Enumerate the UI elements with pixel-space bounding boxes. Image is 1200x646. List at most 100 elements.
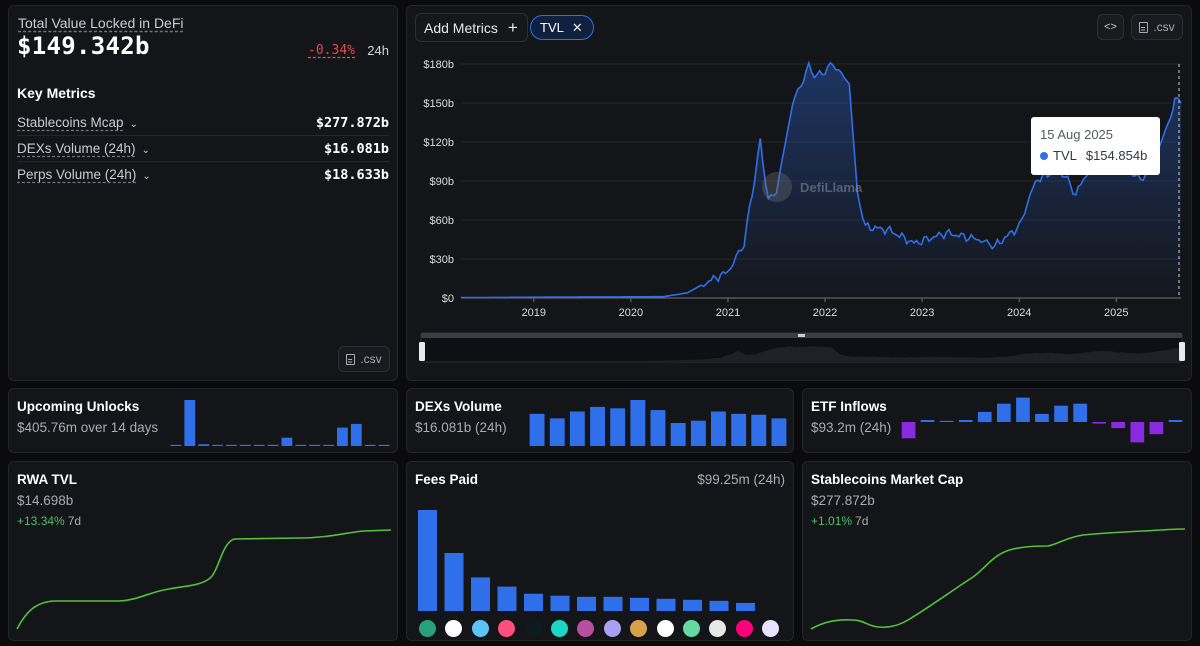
stablecoins-mcap-line-chart xyxy=(810,528,1186,630)
key-metrics-title: Key Metrics xyxy=(17,85,96,101)
pump-icon[interactable] xyxy=(498,620,516,637)
card-subtitle: $93.2m (24h) xyxy=(811,420,892,435)
uniswap-icon[interactable] xyxy=(735,620,753,637)
bar xyxy=(630,400,646,446)
range-slider-right-handle[interactable] xyxy=(1179,342,1185,361)
bar xyxy=(184,400,196,446)
add-metrics-label: Add Metrics xyxy=(424,19,498,36)
tvl-change[interactable]: -0.34% xyxy=(308,43,355,58)
bar xyxy=(281,437,293,446)
metric-row-perps-volume[interactable]: Perps Volume (24h) ⌄ $18.633b xyxy=(17,162,389,188)
bar xyxy=(590,406,605,446)
tvl-chart[interactable]: $0 $30b $60b $90b $120b $150b $180b 2019 2020 20… xyxy=(407,6,1192,381)
tvl-chart-card: $0 $30b $60b $90b $120b $150b $180b 2019 2020 20… xyxy=(406,5,1192,381)
chevron-down-icon[interactable]: ⌄ xyxy=(141,144,150,156)
chevron-down-icon[interactable]: ⌄ xyxy=(129,118,138,130)
y-tick-label: $180b xyxy=(423,59,454,71)
watermark-text: DefiLlama xyxy=(800,179,863,195)
llama-logo-icon xyxy=(762,172,792,202)
pancakeswap-icon[interactable] xyxy=(630,620,648,637)
bar xyxy=(731,413,747,446)
card-title: Stablecoins Market Cap xyxy=(811,472,964,487)
bar xyxy=(569,411,585,446)
dexs-volume-bar-chart xyxy=(529,400,787,446)
ethena-icon[interactable] xyxy=(709,620,727,637)
bar xyxy=(309,444,321,446)
overview-csv-button[interactable]: .csv xyxy=(338,346,390,372)
bar xyxy=(656,598,676,611)
card-value: $99.25m (24h) xyxy=(697,472,785,487)
bar xyxy=(226,444,237,446)
etf-inflows-card[interactable]: ETF Inflows $93.2m (24h) xyxy=(802,388,1192,453)
metric-chip-tvl[interactable]: TVL ✕ xyxy=(530,15,594,40)
bar xyxy=(751,414,767,446)
chevron-down-icon[interactable]: ⌄ xyxy=(142,171,151,182)
bar xyxy=(690,420,706,446)
x-tick-label: 2023 xyxy=(910,307,934,319)
bar xyxy=(323,444,334,446)
tvl-label[interactable]: Total Value Locked in DeFi xyxy=(18,15,184,31)
bar xyxy=(736,602,755,611)
stablecoins-mcap-line xyxy=(810,528,1186,630)
card-title: Fees Paid xyxy=(415,472,479,487)
sky-icon[interactable] xyxy=(762,620,780,637)
x-tick-label: 2025 xyxy=(1104,307,1128,319)
csv-label: .csv xyxy=(1153,20,1175,34)
series-color-dot xyxy=(1040,151,1048,160)
rwa-tvl-card[interactable]: RWA TVL $14.698b +13.34% 7d xyxy=(8,461,398,641)
upcoming-unlocks-card[interactable]: Upcoming Unlocks $405.76m over 14 days xyxy=(8,388,398,453)
bar xyxy=(901,422,916,439)
card-title: Upcoming Unlocks xyxy=(17,399,140,414)
jito-icon[interactable] xyxy=(656,620,674,637)
bar xyxy=(650,410,666,446)
embed-code-button[interactable]: <> xyxy=(1097,14,1124,40)
x-tick-label: 2019 xyxy=(522,307,546,319)
y-tick-label: $150b xyxy=(423,98,454,110)
x-tick-label: 2024 xyxy=(1007,307,1031,319)
bar xyxy=(1073,403,1087,422)
range-slider-left-handle[interactable] xyxy=(419,342,425,361)
bar xyxy=(610,408,626,446)
close-icon[interactable]: ✕ xyxy=(571,19,583,35)
circle-icon[interactable] xyxy=(445,620,463,637)
bar xyxy=(471,577,490,611)
raydium-icon[interactable] xyxy=(683,620,700,637)
etf-inflows-bar-chart xyxy=(901,397,1183,443)
metric-label[interactable]: Stablecoins Mcap xyxy=(17,114,124,130)
tooltip-date: 15 Aug 2025 xyxy=(1040,127,1114,142)
bar xyxy=(630,597,649,611)
jupiter-icon[interactable] xyxy=(551,620,568,637)
phantom-icon[interactable] xyxy=(603,620,621,637)
metric-label[interactable]: DEXs Volume (24h) xyxy=(17,140,136,156)
bar xyxy=(497,586,517,611)
metric-row-stablecoins[interactable]: Stablecoins Mcap ⌄ $277.872b xyxy=(17,110,389,136)
metric-label[interactable]: Perps Volume (24h) xyxy=(17,167,137,182)
add-metrics-button[interactable]: Add Metrics + xyxy=(415,13,528,42)
tvl-area xyxy=(461,62,1181,298)
bar xyxy=(212,444,223,446)
csv-label: .csv xyxy=(360,352,382,366)
metric-value: $277.872b xyxy=(315,114,389,131)
x-tick-label: 2021 xyxy=(716,307,740,319)
hyperliquid-icon[interactable] xyxy=(524,620,542,637)
bar xyxy=(253,444,265,446)
metric-value: $18.633b xyxy=(323,167,389,183)
bar xyxy=(295,444,307,446)
aave-icon[interactable] xyxy=(577,620,595,637)
metric-row-dexs-volume[interactable]: DEXs Volume (24h) ⌄ $16.081b xyxy=(17,136,389,162)
bar xyxy=(1130,422,1145,443)
range-slider-grip[interactable] xyxy=(798,334,805,337)
lido-icon[interactable] xyxy=(471,620,489,637)
tether-icon[interactable] xyxy=(419,620,436,637)
dexs-volume-card[interactable]: DEXs Volume $16.081b (24h) xyxy=(406,388,794,453)
chart-csv-button[interactable]: .csv xyxy=(1131,14,1183,40)
bar xyxy=(267,444,279,446)
stablecoins-mcap-card[interactable]: Stablecoins Market Cap $277.872b +1.01% 7… xyxy=(802,461,1192,641)
card-title: ETF Inflows xyxy=(811,399,887,414)
fees-paid-card[interactable]: Fees Paid $99.25m (24h) xyxy=(406,461,794,641)
bar xyxy=(1054,405,1068,422)
y-tick-label: $0 xyxy=(442,293,454,305)
bar xyxy=(920,420,935,422)
metric-value: $16.081b xyxy=(323,140,389,157)
overview-card: Total Value Locked in DeFi $149.342b -0.… xyxy=(8,5,398,381)
